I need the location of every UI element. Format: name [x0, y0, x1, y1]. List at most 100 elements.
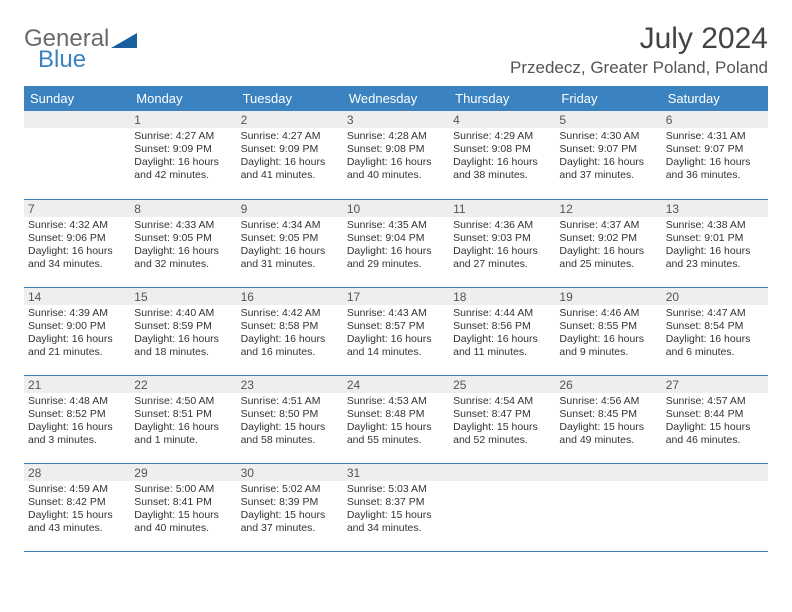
day-details: Sunrise: 4:32 AMSunset: 9:06 PMDaylight:…: [24, 217, 130, 276]
day-number: [449, 464, 555, 481]
calendar-day-cell: 12Sunrise: 4:37 AMSunset: 9:02 PMDayligh…: [555, 199, 661, 287]
daylight-text-2: and 21 minutes.: [28, 346, 126, 359]
weekday-header: Thursday: [449, 86, 555, 111]
day-number: 6: [662, 111, 768, 128]
sunset-text: Sunset: 9:07 PM: [559, 143, 657, 156]
day-number: 18: [449, 288, 555, 305]
day-details: [662, 481, 768, 487]
daylight-text-2: and 41 minutes.: [241, 169, 339, 182]
daylight-text-2: and 40 minutes.: [347, 169, 445, 182]
day-number: 7: [24, 200, 130, 217]
sunrise-text: Sunrise: 4:33 AM: [134, 219, 232, 232]
daylight-text-1: Daylight: 15 hours: [453, 421, 551, 434]
daylight-text-2: and 9 minutes.: [559, 346, 657, 359]
sunset-text: Sunset: 8:51 PM: [134, 408, 232, 421]
daylight-text-1: Daylight: 16 hours: [559, 245, 657, 258]
daylight-text-1: Daylight: 16 hours: [666, 156, 764, 169]
sunset-text: Sunset: 9:05 PM: [241, 232, 339, 245]
sunrise-text: Sunrise: 4:32 AM: [28, 219, 126, 232]
sunrise-text: Sunrise: 4:48 AM: [28, 395, 126, 408]
sunset-text: Sunset: 9:01 PM: [666, 232, 764, 245]
daylight-text-1: Daylight: 16 hours: [28, 245, 126, 258]
sunset-text: Sunset: 9:09 PM: [241, 143, 339, 156]
sunrise-text: Sunrise: 4:38 AM: [666, 219, 764, 232]
calendar-day-cell: 7Sunrise: 4:32 AMSunset: 9:06 PMDaylight…: [24, 199, 130, 287]
calendar-week-row: 1Sunrise: 4:27 AMSunset: 9:09 PMDaylight…: [24, 111, 768, 199]
day-details: Sunrise: 4:44 AMSunset: 8:56 PMDaylight:…: [449, 305, 555, 364]
day-number: 29: [130, 464, 236, 481]
day-details: Sunrise: 4:36 AMSunset: 9:03 PMDaylight:…: [449, 217, 555, 276]
sunrise-text: Sunrise: 4:28 AM: [347, 130, 445, 143]
day-number: 15: [130, 288, 236, 305]
sunrise-text: Sunrise: 5:03 AM: [347, 483, 445, 496]
day-details: Sunrise: 4:46 AMSunset: 8:55 PMDaylight:…: [555, 305, 661, 364]
calendar-day-cell: 18Sunrise: 4:44 AMSunset: 8:56 PMDayligh…: [449, 287, 555, 375]
sunrise-text: Sunrise: 4:37 AM: [559, 219, 657, 232]
day-number: 8: [130, 200, 236, 217]
day-number: 11: [449, 200, 555, 217]
day-details: Sunrise: 4:28 AMSunset: 9:08 PMDaylight:…: [343, 128, 449, 187]
calendar-day-cell: 6Sunrise: 4:31 AMSunset: 9:07 PMDaylight…: [662, 111, 768, 199]
sunset-text: Sunset: 8:45 PM: [559, 408, 657, 421]
day-details: Sunrise: 4:59 AMSunset: 8:42 PMDaylight:…: [24, 481, 130, 540]
weekday-header: Wednesday: [343, 86, 449, 111]
calendar-day-cell: 5Sunrise: 4:30 AMSunset: 9:07 PMDaylight…: [555, 111, 661, 199]
daylight-text-2: and 31 minutes.: [241, 258, 339, 271]
sunset-text: Sunset: 9:00 PM: [28, 320, 126, 333]
calendar-day-cell: [662, 463, 768, 551]
sunset-text: Sunset: 9:03 PM: [453, 232, 551, 245]
daylight-text-1: Daylight: 16 hours: [559, 156, 657, 169]
day-details: Sunrise: 4:37 AMSunset: 9:02 PMDaylight:…: [555, 217, 661, 276]
calendar-day-cell: 31Sunrise: 5:03 AMSunset: 8:37 PMDayligh…: [343, 463, 449, 551]
day-details: Sunrise: 4:35 AMSunset: 9:04 PMDaylight:…: [343, 217, 449, 276]
sunset-text: Sunset: 8:54 PM: [666, 320, 764, 333]
sunrise-text: Sunrise: 4:47 AM: [666, 307, 764, 320]
calendar-day-cell: 24Sunrise: 4:53 AMSunset: 8:48 PMDayligh…: [343, 375, 449, 463]
sunrise-text: Sunrise: 4:44 AM: [453, 307, 551, 320]
day-details: Sunrise: 4:57 AMSunset: 8:44 PMDaylight:…: [662, 393, 768, 452]
day-details: [24, 128, 130, 134]
day-details: [555, 481, 661, 487]
calendar-day-cell: 13Sunrise: 4:38 AMSunset: 9:01 PMDayligh…: [662, 199, 768, 287]
day-details: Sunrise: 4:48 AMSunset: 8:52 PMDaylight:…: [24, 393, 130, 452]
day-number: 28: [24, 464, 130, 481]
day-details: Sunrise: 4:56 AMSunset: 8:45 PMDaylight:…: [555, 393, 661, 452]
sunrise-text: Sunrise: 4:27 AM: [134, 130, 232, 143]
daylight-text-2: and 25 minutes.: [559, 258, 657, 271]
calendar-day-cell: 23Sunrise: 4:51 AMSunset: 8:50 PMDayligh…: [237, 375, 343, 463]
calendar-day-cell: [24, 111, 130, 199]
daylight-text-1: Daylight: 16 hours: [453, 333, 551, 346]
sunset-text: Sunset: 8:59 PM: [134, 320, 232, 333]
page-header: General Blue July 2024 Przedecz, Greater…: [24, 22, 768, 78]
day-number: 5: [555, 111, 661, 128]
daylight-text-2: and 29 minutes.: [347, 258, 445, 271]
daylight-text-2: and 34 minutes.: [347, 522, 445, 535]
day-details: Sunrise: 4:43 AMSunset: 8:57 PMDaylight:…: [343, 305, 449, 364]
day-details: Sunrise: 4:31 AMSunset: 9:07 PMDaylight:…: [662, 128, 768, 187]
calendar-day-cell: 22Sunrise: 4:50 AMSunset: 8:51 PMDayligh…: [130, 375, 236, 463]
calendar-day-cell: 26Sunrise: 4:56 AMSunset: 8:45 PMDayligh…: [555, 375, 661, 463]
daylight-text-2: and 23 minutes.: [666, 258, 764, 271]
day-number: 22: [130, 376, 236, 393]
daylight-text-1: Daylight: 15 hours: [134, 509, 232, 522]
sunset-text: Sunset: 8:56 PM: [453, 320, 551, 333]
sunrise-text: Sunrise: 4:40 AM: [134, 307, 232, 320]
day-details: Sunrise: 4:38 AMSunset: 9:01 PMDaylight:…: [662, 217, 768, 276]
day-number: 3: [343, 111, 449, 128]
calendar-day-cell: [449, 463, 555, 551]
sunset-text: Sunset: 8:41 PM: [134, 496, 232, 509]
day-number: 9: [237, 200, 343, 217]
day-details: Sunrise: 4:27 AMSunset: 9:09 PMDaylight:…: [130, 128, 236, 187]
sunset-text: Sunset: 9:06 PM: [28, 232, 126, 245]
daylight-text-1: Daylight: 16 hours: [347, 333, 445, 346]
daylight-text-1: Daylight: 16 hours: [134, 421, 232, 434]
daylight-text-1: Daylight: 15 hours: [666, 421, 764, 434]
daylight-text-2: and 3 minutes.: [28, 434, 126, 447]
daylight-text-1: Daylight: 16 hours: [241, 156, 339, 169]
daylight-text-1: Daylight: 15 hours: [347, 509, 445, 522]
daylight-text-1: Daylight: 15 hours: [241, 509, 339, 522]
weekday-header: Sunday: [24, 86, 130, 111]
sunset-text: Sunset: 9:05 PM: [134, 232, 232, 245]
sunset-text: Sunset: 8:44 PM: [666, 408, 764, 421]
day-number: 30: [237, 464, 343, 481]
